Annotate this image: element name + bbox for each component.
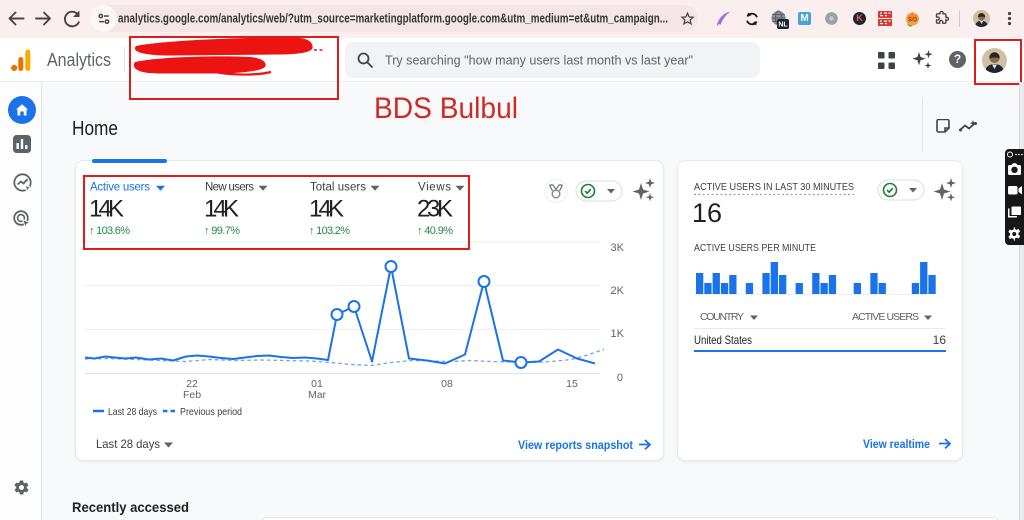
svg-text:analytics.google.com/analytics: analytics.google.com/analytics/web/?utm_… bbox=[118, 12, 668, 26]
svg-text:3K: 3K bbox=[611, 242, 625, 254]
svg-text:SO: SO bbox=[908, 16, 917, 23]
svg-text:Previous period: Previous period bbox=[180, 406, 242, 418]
svg-text:08: 08 bbox=[441, 378, 453, 390]
svg-text:1K: 1K bbox=[611, 328, 625, 340]
svg-text:Recently accessed: Recently accessed bbox=[72, 499, 189, 515]
svg-text:01: 01 bbox=[311, 378, 323, 390]
svg-text:Last 28 days: Last 28 days bbox=[108, 406, 157, 418]
svg-text:Home: Home bbox=[72, 117, 118, 140]
svg-text:NL: NL bbox=[778, 22, 788, 29]
svg-text:16: 16 bbox=[933, 333, 947, 347]
svg-text:22: 22 bbox=[186, 378, 198, 390]
svg-text:Mar: Mar bbox=[308, 389, 327, 401]
svg-text:ACTIVE USERS PER MINUTE: ACTIVE USERS PER MINUTE bbox=[694, 242, 816, 254]
svg-text:14K: 14K bbox=[204, 196, 239, 223]
svg-text:BDS Bulbul: BDS Bulbul bbox=[374, 92, 518, 124]
svg-text:ACTIVE USERS: ACTIVE USERS bbox=[852, 311, 919, 323]
svg-text:23K: 23K bbox=[417, 196, 453, 223]
svg-text:Try searching "how many users: Try searching "how many users last month… bbox=[385, 53, 693, 68]
svg-text:↑ 103.6%: ↑ 103.6% bbox=[89, 225, 130, 237]
svg-text:Active users: Active users bbox=[90, 182, 150, 194]
svg-text:16: 16 bbox=[692, 198, 722, 228]
svg-text:Total users: Total users bbox=[310, 182, 366, 194]
svg-text:ACTIVE USERS IN LAST 30 MINUTE: ACTIVE USERS IN LAST 30 MINUTES bbox=[694, 181, 854, 193]
svg-text:View reports snapshot: View reports snapshot bbox=[518, 438, 633, 452]
svg-text:New users: New users bbox=[205, 182, 254, 194]
svg-text:United States: United States bbox=[694, 333, 752, 347]
svg-text:View realtime: View realtime bbox=[863, 437, 930, 451]
svg-text:Last 28 days: Last 28 days bbox=[96, 437, 160, 451]
svg-text:0: 0 bbox=[617, 372, 623, 384]
svg-text:Analytics: Analytics bbox=[47, 50, 111, 70]
svg-text:Views: Views bbox=[418, 182, 451, 194]
svg-text:14K: 14K bbox=[89, 196, 124, 223]
svg-text:2K: 2K bbox=[611, 285, 625, 297]
svg-text:14K: 14K bbox=[309, 196, 344, 223]
svg-text:↑ 99.7%: ↑ 99.7% bbox=[204, 225, 240, 237]
svg-text:15: 15 bbox=[566, 378, 578, 390]
svg-text:COUNTRY: COUNTRY bbox=[700, 311, 744, 323]
svg-text:↑ 103.2%: ↑ 103.2% bbox=[309, 225, 350, 237]
svg-text:Feb: Feb bbox=[183, 389, 201, 401]
svg-text:↑ 40.9%: ↑ 40.9% bbox=[417, 225, 453, 237]
